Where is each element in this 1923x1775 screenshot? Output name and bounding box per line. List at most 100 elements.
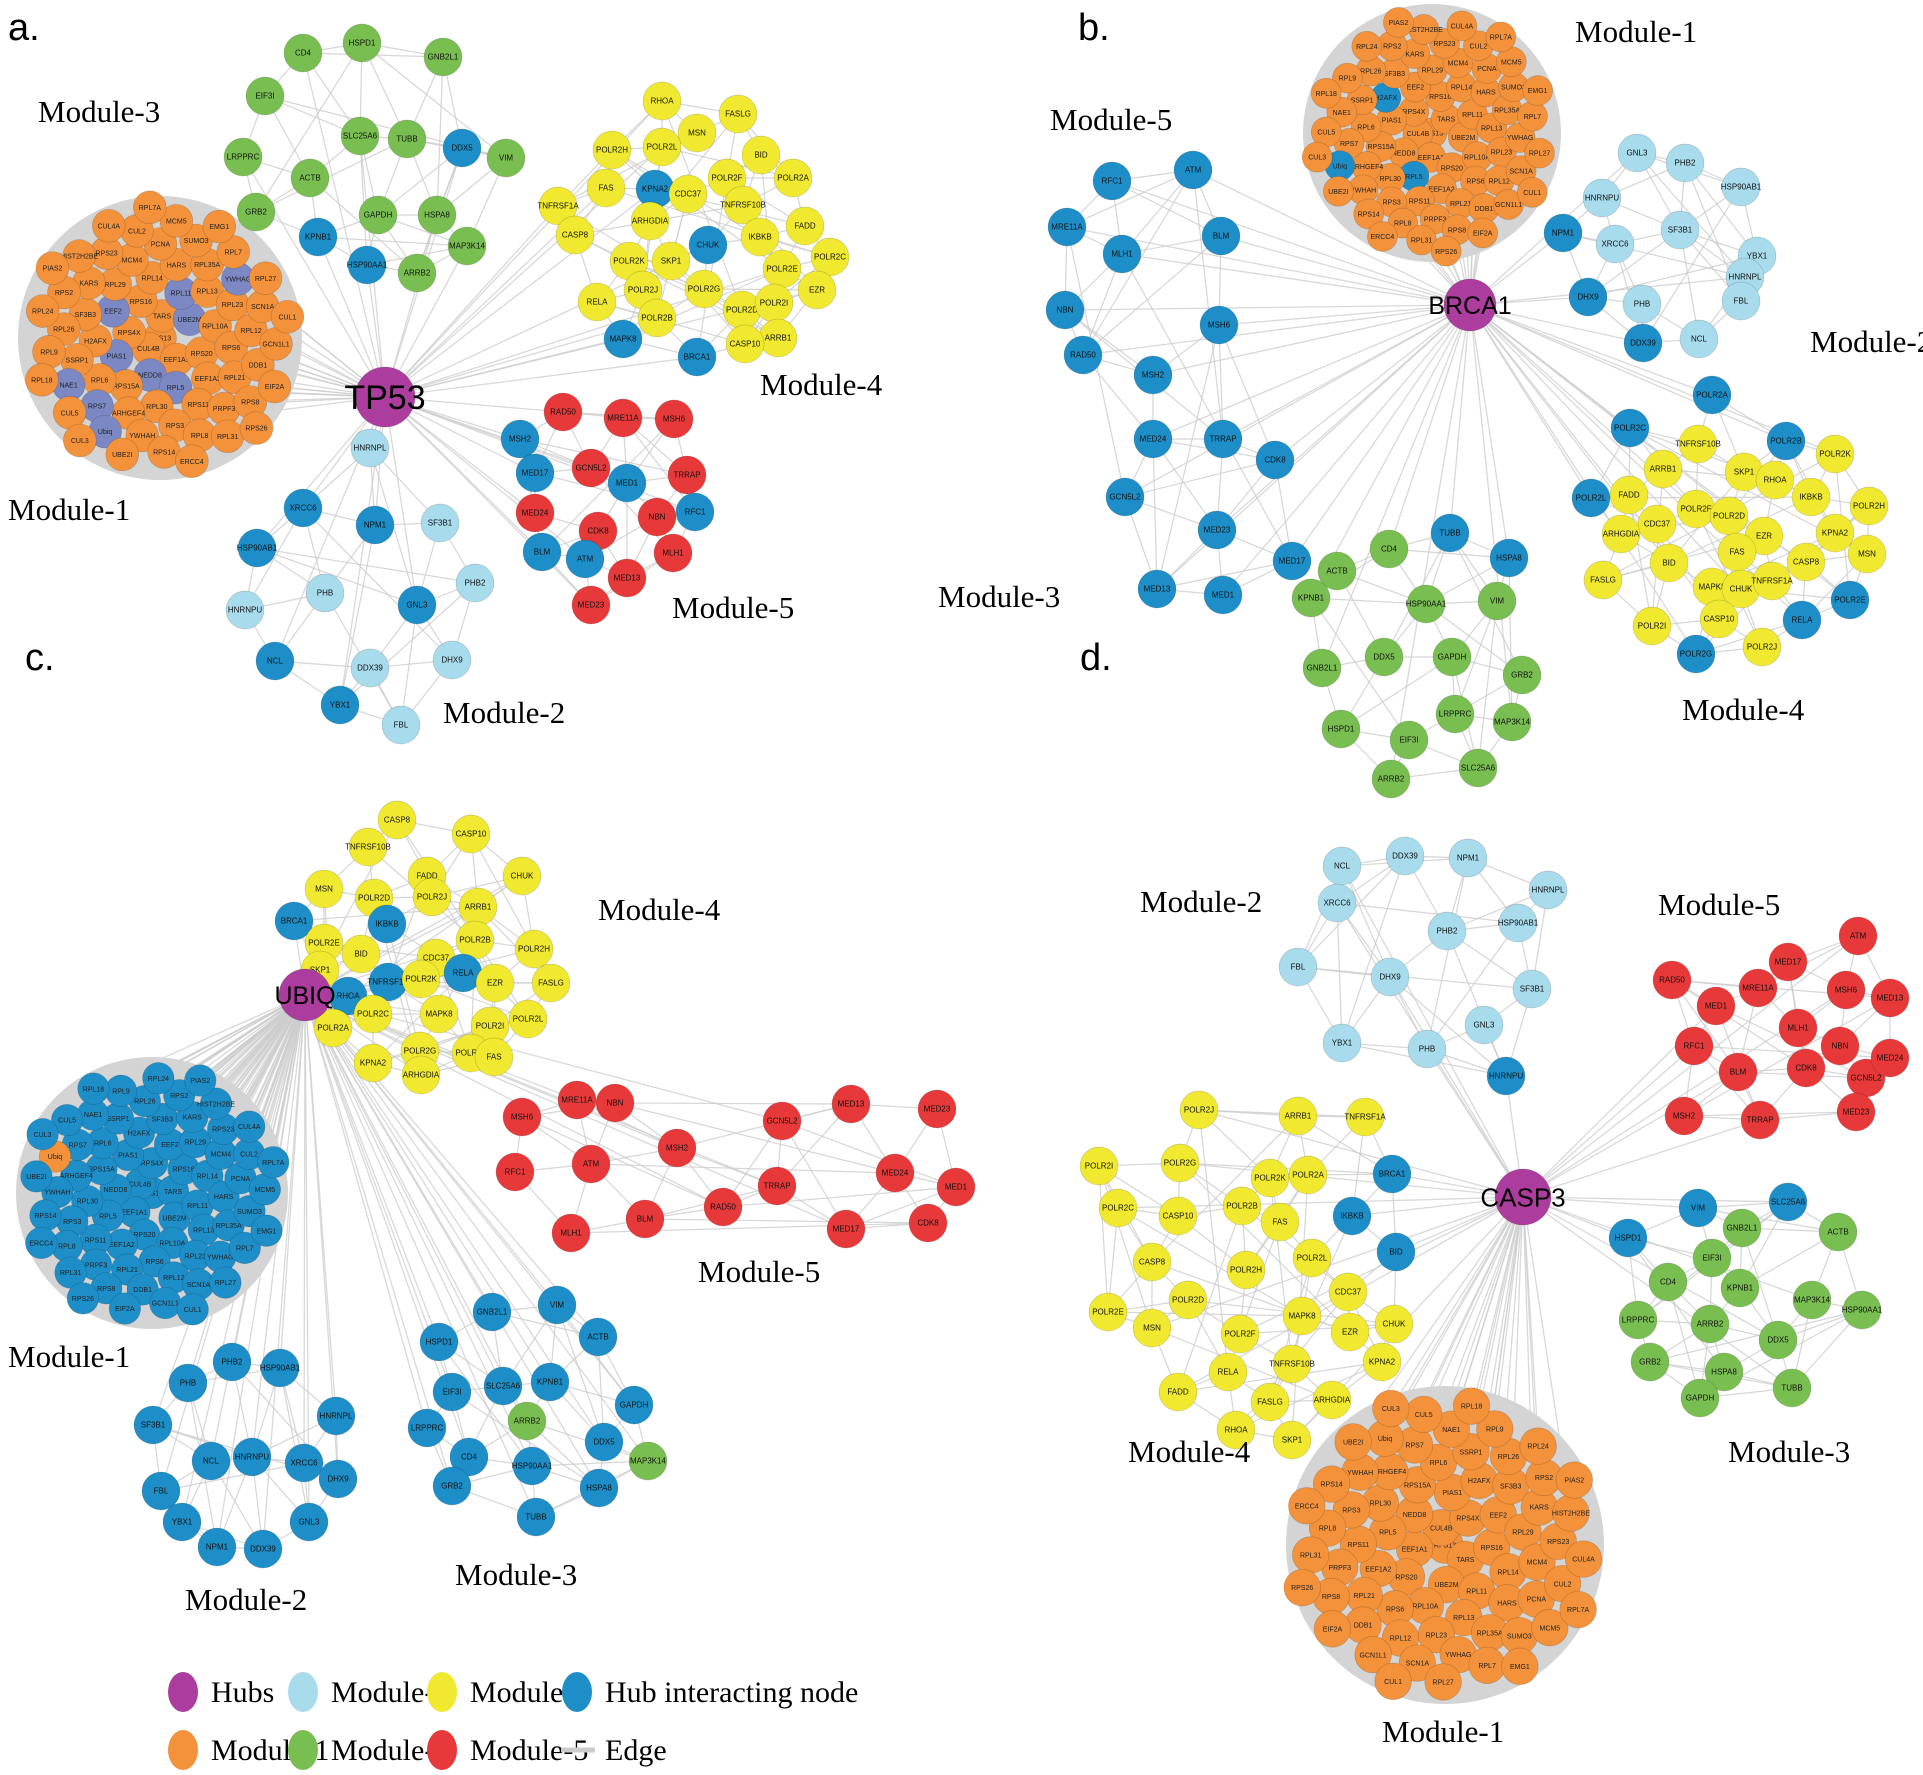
edge (1310, 597, 1427, 605)
node-ARRB1 (1643, 449, 1683, 489)
node-FADD (785, 206, 825, 246)
node-PHB (168, 1363, 208, 1403)
node-POLR2A (313, 1008, 353, 1048)
node-HNRNPL (316, 1396, 356, 1436)
node-ERCC4 (175, 444, 209, 479)
node-CD4 (283, 33, 323, 73)
node-POLR2A (773, 158, 813, 198)
node-ACTB (290, 158, 330, 198)
hub-edge (1469, 276, 1746, 306)
node-POLR2G (1676, 634, 1716, 674)
node-POLR2D (1709, 496, 1749, 536)
edge (644, 1218, 929, 1224)
node-RPL31 (54, 1256, 87, 1289)
edge (556, 1304, 605, 1443)
module-label-c-module-2: Module-2 (185, 1582, 307, 1617)
hub-edge (1389, 976, 1524, 1198)
node-RPL7A (1559, 1590, 1597, 1629)
node-MED17 (1272, 541, 1312, 581)
node-RPL27 (248, 261, 283, 295)
node-RPS14 (1353, 198, 1385, 230)
node-VIM (537, 1285, 577, 1325)
node-RELA (1208, 1352, 1248, 1392)
node-EIF2A (1313, 1610, 1352, 1648)
node-EZR (475, 963, 515, 1003)
node-EIF3I (432, 1372, 472, 1412)
node-MSN (304, 869, 344, 909)
node-RAD50 (1652, 960, 1692, 1000)
node-TRRAP (1740, 1100, 1780, 1140)
node-CASP8 (555, 215, 595, 255)
hub-node-BRCA1 (1443, 278, 1497, 332)
edge (1192, 169, 1224, 440)
node-MSH2 (1664, 1096, 1704, 1136)
node-CDC37 (668, 174, 708, 214)
hub-edge (1522, 935, 1859, 1198)
hub-edge (1152, 304, 1471, 440)
node-HSPD1 (342, 23, 382, 63)
node-RPL24 (1519, 1427, 1557, 1465)
node-HNRNPU (232, 1437, 272, 1477)
hub-edge (384, 356, 698, 398)
node-DHX9 (432, 640, 472, 680)
edge (1388, 548, 1510, 559)
node-RPL18 (1310, 77, 1342, 109)
node-FBL (141, 1471, 181, 1511)
node-FASLG (718, 94, 758, 134)
node-CHUK (502, 856, 542, 896)
node-BID (741, 135, 781, 175)
panel-b-module-1: RPS13CUL4BTARSEEF1A1RPS4XUBE2MNEDD8RPS16… (1301, 4, 1561, 267)
node-MED13 (1870, 978, 1910, 1018)
hub-edge (1522, 1196, 1789, 1203)
node-HSPA8 (417, 195, 457, 235)
legend: Hubs Module-2 Module-4 Hub interacting node… (168, 1672, 858, 1770)
node-POLR2F (1220, 1314, 1260, 1354)
node-MAPK8 (1282, 1296, 1322, 1336)
node-CASP8 (377, 800, 417, 840)
node-EIF2A (108, 1292, 142, 1325)
edge (339, 524, 376, 706)
node-NBN (637, 497, 677, 537)
node-POLR2L (508, 999, 548, 1039)
node-CUL1 (1374, 1662, 1412, 1700)
edge (361, 42, 507, 159)
node-XRCC6 (1595, 224, 1635, 264)
hub-edge (384, 214, 438, 398)
node-HSP90AA1 (347, 245, 387, 285)
node-HNRNPU (1486, 1056, 1526, 1096)
node-BLM (625, 1199, 665, 1239)
edge (1508, 557, 1513, 723)
node-POLR2K (401, 959, 441, 999)
node-TNFRSF10B (723, 185, 763, 225)
node-NBN (595, 1083, 635, 1123)
module-label-b-module-2: Module-2 (1810, 324, 1923, 359)
node-TUBB (1430, 513, 1470, 553)
hub-edge (1522, 1196, 1779, 1341)
module-label-c-module-4: Module-4 (598, 892, 721, 927)
node-FAS (474, 1037, 514, 1077)
legend-swatch-module1 (168, 1730, 198, 1770)
node-RPL7A (257, 1146, 290, 1179)
node-POLR2E (1830, 580, 1870, 620)
hub-edge (384, 188, 656, 398)
node-POLR2H (514, 929, 554, 969)
hub-edge (1310, 304, 1471, 599)
node-DHX9 (1568, 277, 1608, 317)
hub-edge (304, 994, 310, 1523)
edge (1477, 600, 1498, 769)
node-FASLG (1583, 560, 1623, 600)
node-KPNA2 (1362, 1342, 1402, 1382)
hub-edge (1522, 1071, 1739, 1198)
node-POLR2J (412, 877, 452, 917)
node-GRB2 (1502, 655, 1542, 695)
edge (1649, 1309, 1863, 1363)
node-GRB2 (432, 1466, 472, 1506)
node-KPNB1 (530, 1362, 570, 1402)
legend-swatch-module5 (427, 1730, 457, 1770)
edge (1389, 976, 1507, 1077)
node-MED1 (1203, 575, 1243, 615)
node-EMG1 (202, 209, 237, 244)
node-POLR2A (1692, 375, 1732, 415)
node-UBE2I (20, 1160, 53, 1193)
